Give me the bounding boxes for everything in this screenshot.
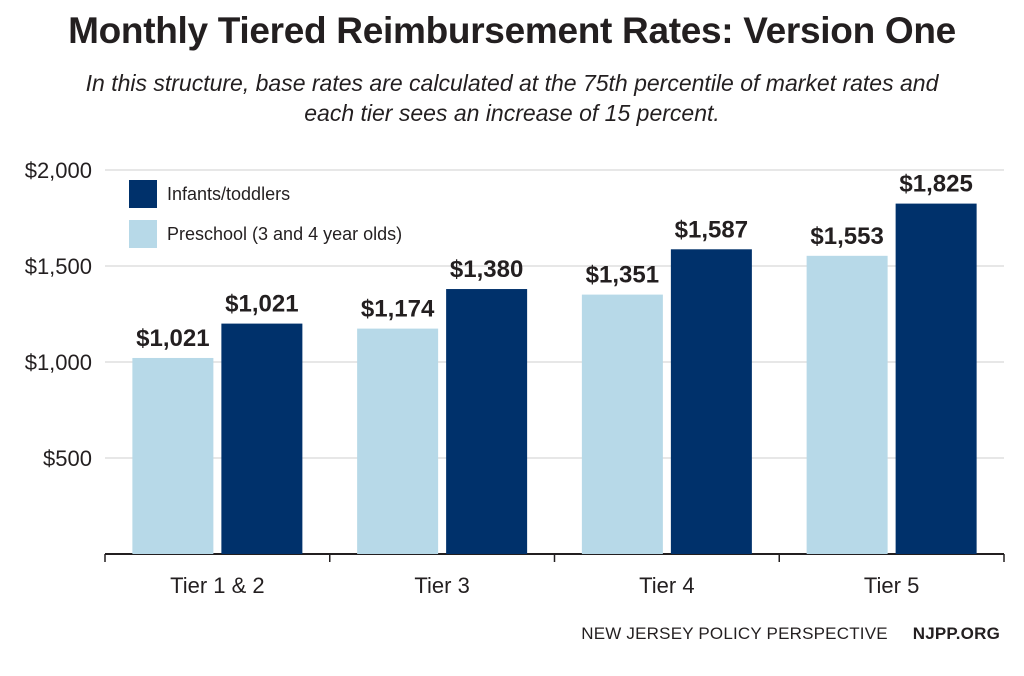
data-label: $1,021 (225, 291, 298, 318)
legend-label: Infants/toddlers (167, 184, 290, 204)
y-tick-label: $1,500 (25, 254, 92, 279)
x-tick-label: Tier 1 & 2 (170, 573, 265, 598)
bar-preschool (806, 255, 888, 554)
data-label: $1,380 (450, 256, 523, 283)
bar-preschool (132, 357, 214, 554)
legend-label: Preschool (3 and 4 year olds) (167, 224, 402, 244)
bar-infants-toddlers (670, 249, 752, 554)
bar-infants-toddlers (446, 289, 528, 554)
x-tick-label: Tier 3 (414, 573, 469, 598)
data-label: $1,553 (810, 223, 883, 250)
y-tick-label: $500 (43, 446, 92, 471)
data-label: $1,351 (586, 262, 659, 289)
bar-preschool (357, 328, 439, 554)
bar-infants-toddlers (221, 323, 303, 554)
legend-swatch (129, 220, 157, 248)
y-tick-label: $2,000 (25, 158, 92, 183)
legend-swatch (129, 180, 157, 208)
y-tick-label: $1,000 (25, 350, 92, 375)
footer-url: NJPP.ORG (912, 624, 1000, 643)
x-tick-label: Tier 4 (639, 573, 694, 598)
footer: NEW JERSEY POLICY PERSPECTIVE NJPP.ORG (0, 624, 1000, 644)
chart-subtitle: In this structure, base rates are calcul… (85, 70, 939, 126)
bar-preschool (581, 294, 663, 554)
footer-organization: NEW JERSEY POLICY PERSPECTIVE (581, 624, 888, 643)
data-label: $1,021 (136, 325, 209, 352)
data-label: $1,174 (361, 296, 435, 323)
chart-title: Monthly Tiered Reimbursement Rates: Vers… (68, 10, 956, 51)
bar-infants-toddlers (895, 203, 977, 554)
data-label: $1,587 (675, 216, 748, 243)
x-tick-label: Tier 5 (864, 573, 919, 598)
data-label: $1,825 (899, 171, 972, 198)
